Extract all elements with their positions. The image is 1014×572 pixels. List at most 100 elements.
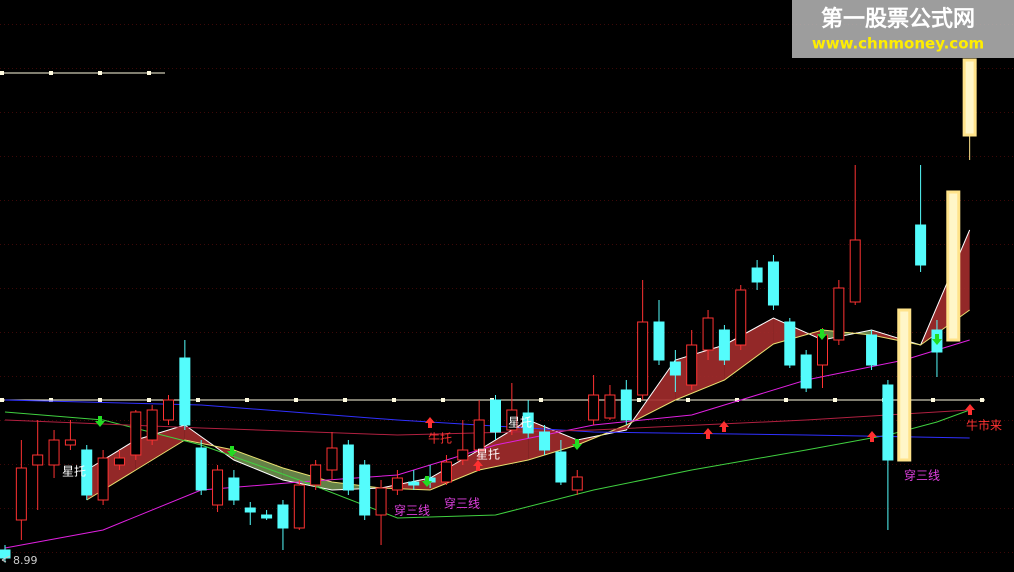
candle-body: [261, 514, 273, 519]
signal-down: [932, 334, 942, 345]
signal-up: [867, 431, 877, 442]
candle-body: [735, 289, 747, 346]
watermark-title: 第一股票公式网: [821, 6, 975, 32]
candle-body: [440, 461, 452, 483]
candle-body: [146, 409, 158, 441]
candle-body: [473, 419, 485, 451]
ribbon-segment: [479, 420, 529, 470]
candle-body: [620, 389, 632, 421]
signal-up: [703, 428, 713, 439]
candle-body: [506, 409, 518, 431]
annotation: 星托: [62, 465, 86, 479]
watermark-url: www.chnmoney.com: [812, 35, 984, 53]
reference-dot: [833, 398, 837, 402]
annotation: 星托: [476, 448, 500, 462]
candle-body: [637, 321, 649, 396]
indicator-line: [4, 339, 970, 549]
candle-body: [702, 317, 714, 351]
candle-body: [326, 447, 338, 471]
ribbon-segment: [135, 425, 185, 470]
reference-dot: [735, 398, 739, 402]
candle-body: [457, 449, 469, 461]
candle-body: [817, 334, 828, 366]
candle-body: [179, 357, 191, 426]
candle-body: [669, 361, 681, 376]
candle-body: [48, 439, 60, 466]
annotation: 穿三线: [444, 496, 480, 511]
candle-body: [751, 267, 763, 283]
candle-body: [653, 321, 665, 361]
candle-body: [293, 484, 305, 529]
candle-body: [342, 444, 354, 491]
low-label: 8.99: [13, 554, 38, 567]
candle-body: [897, 308, 912, 462]
candle-body: [97, 457, 109, 501]
candle-body: [962, 58, 977, 137]
candle-body: [64, 439, 76, 446]
candle-body: [195, 447, 207, 491]
candle-body: [277, 504, 289, 529]
reference-dot: [392, 398, 396, 402]
candle-body: [800, 354, 812, 389]
reference-dot: [196, 398, 200, 402]
candle-body: [163, 399, 174, 421]
candle-body: [833, 287, 845, 341]
candle-body: [113, 457, 125, 466]
candle-body: [849, 239, 861, 303]
reference-dot: [294, 398, 298, 402]
candle-body: [555, 451, 567, 483]
candle-body: [946, 190, 961, 342]
signal-down: [227, 446, 237, 457]
candle-body: [588, 394, 600, 421]
indicator-line: [4, 409, 970, 519]
reference-dot: [441, 398, 445, 402]
candle-body: [604, 394, 616, 419]
annotation: 穿三线: [904, 468, 940, 483]
reference-dot: [539, 398, 543, 402]
candle-body: [359, 464, 371, 516]
signal-down: [95, 416, 105, 427]
reference-dot: [98, 71, 102, 75]
watermark-box: [792, 0, 1014, 58]
candle-body: [310, 464, 322, 486]
reference-dot: [784, 398, 788, 402]
signal-up: [965, 404, 975, 415]
candle-body: [130, 411, 142, 456]
candle-body: [375, 487, 387, 516]
reference-dot: [49, 71, 53, 75]
annotation: 星托: [508, 416, 532, 430]
reference-dot: [98, 398, 102, 402]
candle-body: [212, 469, 224, 506]
candle-body: [539, 431, 551, 451]
candle-body: [784, 321, 796, 366]
signal-up: [473, 460, 483, 471]
candle-body: [522, 412, 534, 434]
candle-body: [81, 449, 93, 496]
candle-body: [882, 384, 894, 461]
candle-body: [391, 477, 403, 491]
reference-dot: [931, 398, 935, 402]
marks: [0, 58, 985, 563]
signal-down: [422, 476, 432, 487]
candle-body: [571, 476, 583, 491]
candle-body: [767, 261, 779, 306]
candle-body: [32, 454, 44, 466]
reference-dot: [637, 398, 641, 402]
signal-down: [572, 439, 582, 450]
reference-dot: [343, 398, 347, 402]
reference-dot: [49, 398, 53, 402]
candle-body: [15, 467, 27, 521]
candle-body: [866, 334, 878, 366]
candle-body: [915, 224, 927, 266]
annotation: 穿三线: [394, 503, 430, 518]
candle-body: [686, 344, 698, 386]
reference-dot: [0, 71, 4, 75]
signal-down: [817, 329, 827, 340]
candle-body: [244, 507, 256, 513]
candle-body: [228, 477, 240, 501]
ribbon-segment: [724, 318, 774, 380]
low-arrow: [1, 555, 11, 563]
annotation: 牛市来: [966, 418, 1002, 433]
reference-dot: [0, 398, 4, 402]
